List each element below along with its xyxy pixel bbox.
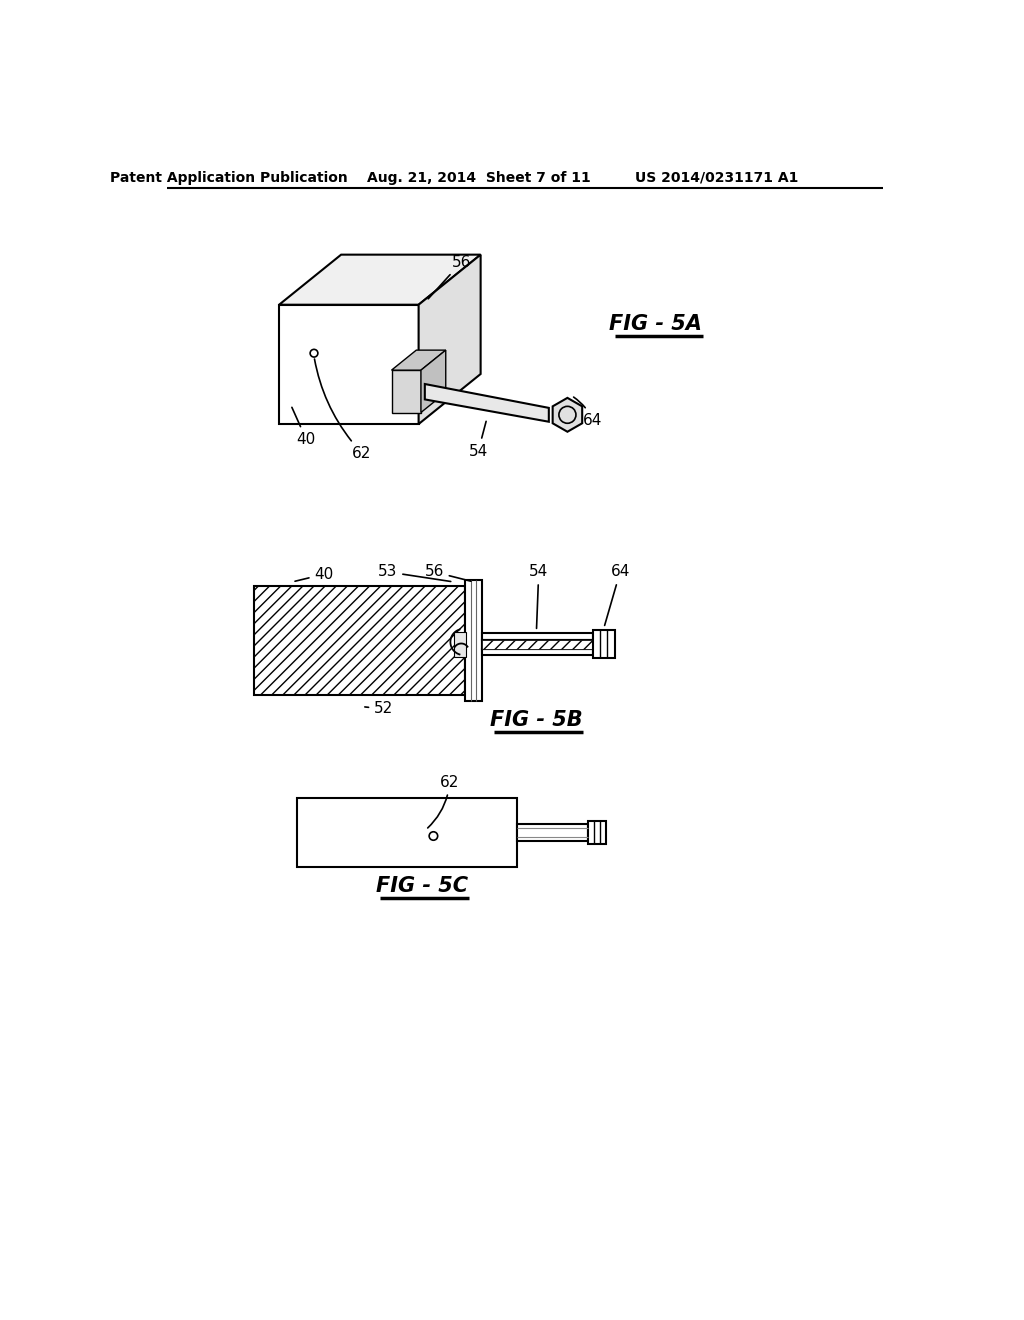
Text: 40: 40: [295, 566, 334, 582]
Text: FIG - 5B: FIG - 5B: [490, 710, 583, 730]
Bar: [254, 586, 465, 696]
Bar: [482, 649, 593, 655]
Text: 54: 54: [529, 565, 549, 628]
Text: 56: 56: [428, 255, 471, 298]
Text: Patent Application Publication: Patent Application Publication: [110, 170, 347, 185]
Bar: [593, 631, 614, 659]
Polygon shape: [421, 350, 445, 412]
Bar: [482, 634, 593, 640]
Bar: [588, 821, 606, 843]
Text: 62: 62: [314, 359, 372, 461]
Text: 40: 40: [292, 408, 315, 447]
Bar: [482, 640, 593, 649]
Text: FIG - 5A: FIG - 5A: [608, 314, 701, 334]
Bar: [455, 632, 466, 656]
Polygon shape: [425, 384, 549, 422]
Text: FIG - 5C: FIG - 5C: [377, 876, 469, 896]
Text: 53: 53: [378, 565, 451, 582]
Text: Aug. 21, 2014  Sheet 7 of 11: Aug. 21, 2014 Sheet 7 of 11: [368, 170, 591, 185]
Polygon shape: [280, 305, 419, 424]
Circle shape: [310, 350, 317, 358]
Text: 64: 64: [604, 565, 630, 626]
Text: 54: 54: [469, 421, 487, 458]
Circle shape: [429, 832, 437, 841]
Text: 52: 52: [365, 701, 393, 717]
Bar: [465, 579, 482, 701]
Text: 64: 64: [573, 397, 603, 428]
Polygon shape: [391, 350, 445, 370]
Text: 56: 56: [424, 565, 471, 581]
Text: 62: 62: [428, 775, 460, 828]
Text: US 2014/0231171 A1: US 2014/0231171 A1: [635, 170, 799, 185]
Bar: [297, 797, 517, 867]
Polygon shape: [391, 370, 421, 412]
Polygon shape: [553, 397, 583, 432]
Polygon shape: [419, 255, 480, 424]
Bar: [482, 640, 593, 649]
Polygon shape: [280, 255, 480, 305]
Bar: [517, 824, 588, 841]
